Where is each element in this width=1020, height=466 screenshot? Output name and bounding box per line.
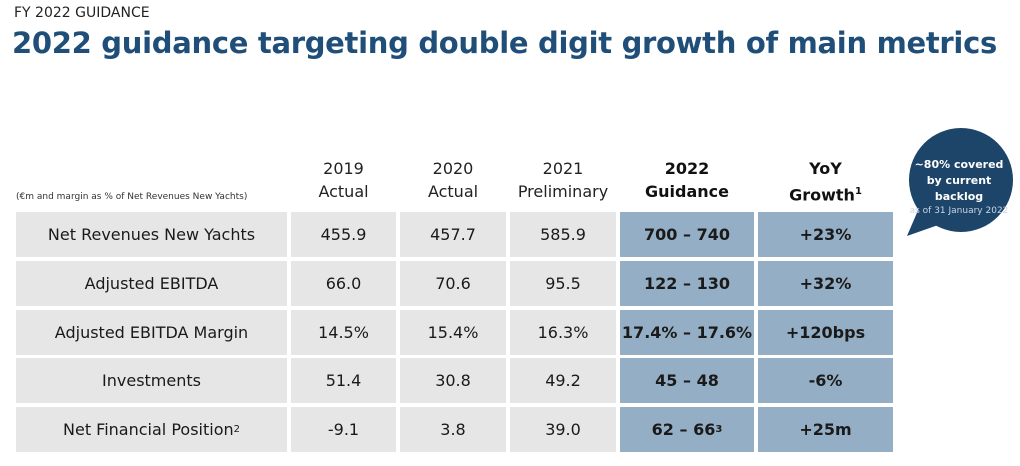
header-line2: Preliminary <box>510 180 616 203</box>
callout-line1: ~80% covered <box>914 158 1004 171</box>
column-header: 2022 Guidance <box>620 157 754 203</box>
header-line2-text: Actual <box>318 182 369 201</box>
table-cell: 49.2 <box>510 358 616 403</box>
table-cell: 70.6 <box>400 261 506 306</box>
header-line1: 2021 <box>542 159 584 178</box>
table-cell: 3.8 <box>400 407 506 452</box>
cell-value: 700 – 740 <box>644 225 730 244</box>
cell-value: 455.9 <box>320 225 367 244</box>
table-cell: +120bps <box>758 310 893 355</box>
header-line1: 2020 <box>432 159 474 178</box>
table-cell: 51.4 <box>291 358 396 403</box>
table-cell: -9.1 <box>291 407 396 452</box>
backlog-callout: ~80% covered by current backlog as of 31… <box>905 157 1013 217</box>
table-cell: 45 – 48 <box>620 358 754 403</box>
header-line2: Growth1 <box>758 180 893 206</box>
row-label-text: Adjusted EBITDA Margin <box>54 323 249 342</box>
row-label: Adjusted EBITDA <box>16 261 287 306</box>
header-line2-text: Preliminary <box>517 182 609 201</box>
cell-value: 3.8 <box>440 420 466 439</box>
header-line1: 2022 <box>664 159 710 178</box>
cell-value: 15.4% <box>427 323 479 342</box>
speech-bubble-icon <box>907 128 1013 236</box>
cell-value: 17.4% – 17.6% <box>621 323 753 342</box>
header-line2-text: Guidance <box>645 182 729 201</box>
table-cell: 39.0 <box>510 407 616 452</box>
column-header: 2019 Actual <box>291 157 396 203</box>
cell-value: 122 – 130 <box>644 274 730 293</box>
row-label-text: Investments <box>102 371 201 390</box>
footnote-mark: 3 <box>715 424 723 435</box>
header-line2: Actual <box>400 180 506 203</box>
header-line2-text: Growth <box>789 185 855 205</box>
row-label: Net Revenues New Yachts <box>16 212 287 257</box>
table-cell: 14.5% <box>291 310 396 355</box>
cell-value: 95.5 <box>545 274 581 293</box>
cell-value: 66.0 <box>325 274 362 293</box>
cell-value: -9.1 <box>327 420 360 439</box>
header-line2: Actual <box>291 180 396 203</box>
cell-value: 14.5% <box>318 323 369 342</box>
table-unit-note: (€m and margin as % of Net Revenues New … <box>16 192 248 202</box>
cell-value: +23% <box>799 225 852 244</box>
column-header: 2020 Actual <box>400 157 506 203</box>
cell-value: +120bps <box>785 323 866 342</box>
cell-value: 585.9 <box>540 225 586 244</box>
cell-value: 45 – 48 <box>655 371 719 390</box>
cell-value: 49.2 <box>545 371 581 390</box>
table-cell: +23% <box>758 212 893 257</box>
cell-value: 30.8 <box>435 371 471 390</box>
table-cell: 15.4% <box>400 310 506 355</box>
table-cell: 17.4% – 17.6% <box>620 310 754 355</box>
cell-value: +32% <box>799 274 852 293</box>
table-cell: 455.9 <box>291 212 396 257</box>
table-cell: 457.7 <box>400 212 506 257</box>
cell-value: 457.7 <box>430 225 476 244</box>
row-label-text: Net Revenues New Yachts <box>47 225 256 244</box>
row-label-text: Net Financial Position <box>63 420 234 439</box>
section-kicker: FY 2022 GUIDANCE <box>14 5 150 21</box>
table-cell: -6% <box>758 358 893 403</box>
cell-value: +25m <box>799 420 852 439</box>
table-cell: 62 – 66 3 <box>620 407 754 452</box>
table-cell: +25m <box>758 407 893 452</box>
table-cell: 16.3% <box>510 310 616 355</box>
row-label-text: Adjusted EBITDA <box>84 274 219 293</box>
callout-line2: by current backlog <box>926 174 992 203</box>
row-label: Net Financial Position 2 <box>16 407 287 452</box>
table-cell: 122 – 130 <box>620 261 754 306</box>
table-cell: 700 – 740 <box>620 212 754 257</box>
footnote-mark: 1 <box>854 186 862 197</box>
table-cell: 585.9 <box>510 212 616 257</box>
row-label: Adjusted EBITDA Margin <box>16 310 287 355</box>
cell-value: 39.0 <box>545 420 581 439</box>
footnote-mark: 2 <box>233 424 240 435</box>
column-header: YoY Growth1 <box>758 157 893 206</box>
cell-value: 16.3% <box>537 323 589 342</box>
row-label: Investments <box>16 358 287 403</box>
page-title: 2022 guidance targeting double digit gro… <box>12 26 997 60</box>
header-line1: 2019 <box>323 159 364 178</box>
table-cell: 95.5 <box>510 261 616 306</box>
callout-date: as of 31 January 2022 <box>909 206 1009 216</box>
cell-value: -6% <box>808 371 843 390</box>
column-header: 2021 Preliminary <box>510 157 616 203</box>
table-cell: +32% <box>758 261 893 306</box>
header-line2-text: Actual <box>427 182 479 201</box>
header-line2: Guidance <box>620 180 754 203</box>
table-cell: 66.0 <box>291 261 396 306</box>
cell-value: 62 – 66 <box>651 420 716 439</box>
header-line1: YoY <box>809 159 842 178</box>
cell-value: 70.6 <box>435 274 471 293</box>
cell-value: 51.4 <box>325 371 362 390</box>
table-cell: 30.8 <box>400 358 506 403</box>
